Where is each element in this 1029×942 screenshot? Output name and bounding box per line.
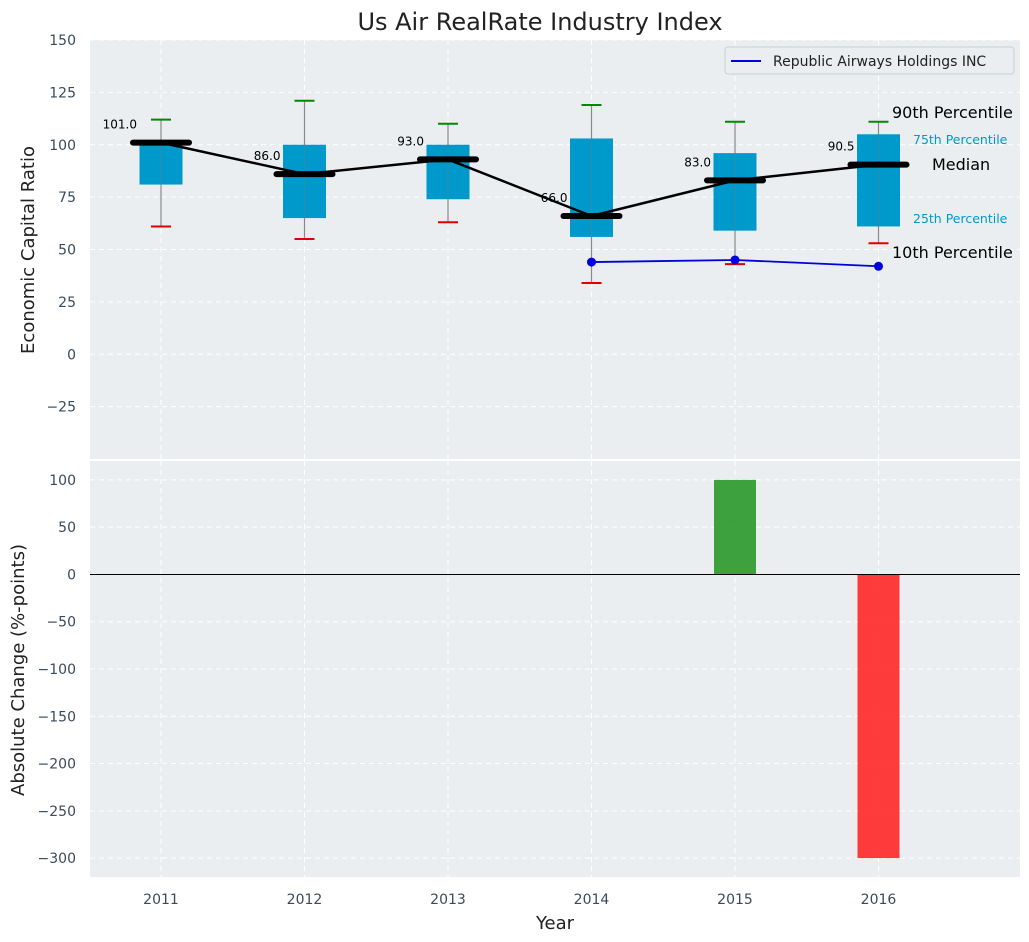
bottom-y-axis-label: Absolute Change (%-points)	[8, 544, 29, 796]
box-plot-group	[139, 99, 900, 285]
top-y-tick-label: 125	[49, 85, 76, 101]
legend-entry-republic: Republic Airways Holdings INC	[773, 54, 986, 70]
change-bar	[714, 479, 756, 575]
top-plot-panel: −25 0 25 50 75 100 125 150 101.0 86.0 93.0 66.0 83.…	[18, 33, 1020, 459]
x-tick-label: 2011	[143, 892, 179, 908]
bottom-y-tick-label: 0	[67, 567, 76, 583]
bottom-y-tick-label: −300	[38, 851, 76, 867]
top-y-tick-label: 50	[58, 243, 76, 259]
series-point	[730, 255, 740, 265]
bottom-y-tick-label: −50	[46, 615, 76, 631]
top-y-tick-label: 75	[58, 190, 76, 206]
x-axis-label: Year	[535, 913, 575, 934]
change-bar	[857, 574, 900, 859]
median-value-label: 86.0	[254, 149, 281, 163]
series-point	[587, 257, 596, 267]
bottom-y-tick-label: −100	[38, 662, 76, 678]
x-tick-label: 2014	[574, 892, 610, 908]
chart-title: Us Air RealRate Industry Index	[357, 8, 722, 36]
legend: Republic Airways Holdings INC	[724, 46, 1015, 75]
company-series	[587, 255, 883, 271]
bottom-y-tick-label: −150	[38, 709, 76, 725]
top-y-tick-label: 150	[49, 33, 76, 49]
top-y-tick-label: 100	[49, 138, 76, 154]
median-value-label: 66.0	[541, 191, 568, 205]
x-axis-ticks: 2011 2012 2013 2014 2015 2016	[143, 892, 896, 908]
bottom-y-axis-ticks: −300 −250 −200 −150 −100 −50 0 50 100	[38, 473, 76, 867]
median-markers: 101.0 86.0 93.0 66.0 83.0 90.5	[103, 118, 910, 219]
series-point	[874, 261, 883, 271]
legend-box	[724, 46, 1015, 75]
annotation-p25: 25th Percentile	[913, 211, 1008, 226]
x-tick-label: 2013	[430, 892, 466, 908]
top-y-axis-ticks: −25 0 25 50 75 100 125 150	[46, 33, 76, 416]
median-value-label: 93.0	[397, 134, 424, 148]
percentile-annotations: 90th Percentile 75th Percentile Median 2…	[892, 103, 1013, 262]
top-y-tick-label: 25	[58, 295, 76, 311]
top-y-axis-label: Economic Capital Ratio	[18, 146, 39, 354]
x-tick-label: 2012	[287, 892, 323, 908]
annotation-median: Median	[932, 155, 990, 174]
median-value-label: 101.0	[103, 118, 137, 132]
bottom-y-tick-label: 100	[49, 473, 76, 489]
change-bars	[714, 479, 900, 859]
x-tick-label: 2015	[717, 892, 753, 908]
median-value-label: 90.5	[828, 140, 855, 154]
annotation-p75: 75th Percentile	[913, 132, 1008, 147]
bottom-y-tick-label: −200	[38, 757, 76, 773]
annotation-p90: 90th Percentile	[892, 103, 1013, 122]
bottom-y-tick-label: −250	[38, 804, 76, 820]
bottom-y-tick-label: 50	[58, 520, 76, 536]
x-tick-label: 2016	[861, 892, 897, 908]
annotation-p10: 10th Percentile	[892, 243, 1013, 262]
top-y-tick-label: −25	[46, 400, 76, 416]
median-value-label: 83.0	[684, 155, 711, 169]
top-y-tick-label: 0	[67, 347, 76, 363]
